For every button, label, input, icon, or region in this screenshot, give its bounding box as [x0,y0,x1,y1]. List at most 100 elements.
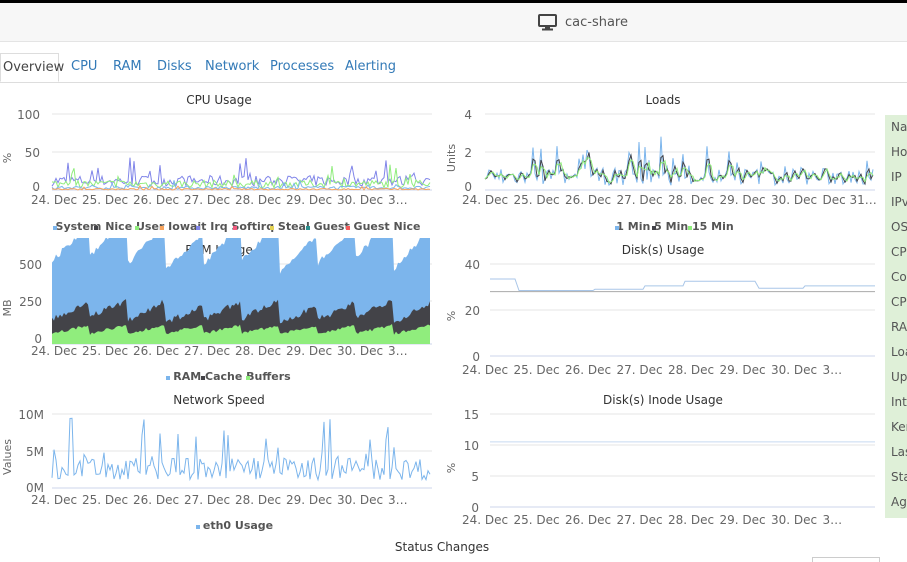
y-axis-label: MB [1,299,14,316]
chart-title: Network Speed [173,393,265,407]
y-tick: 0 [471,501,479,515]
tab-ram[interactable]: RAM [113,59,142,74]
legend-marker-8 [346,226,350,230]
chart-title: Disk(s) Inode Usage [603,393,723,407]
x-tick: 25. Dec [514,193,560,207]
series-15min-line [484,157,874,184]
y-axis-label: % [1,153,14,163]
tab-alerting[interactable]: Alerting [345,59,397,74]
series-system-line [51,179,431,190]
x-tick: 30. Dec [771,513,817,527]
info-row-label: Sta [891,470,907,484]
x-axis-ticks: 24. Dec 25. Dec 26. Dec 27. Dec 28. Dec 29. D… [31,344,408,358]
disk-usage-chart: Disk(s) Usage % 0 20 40 24. Dec 25. Dec 26… [445,243,875,377]
plot-area [484,136,874,187]
window-header: cac-share [0,3,907,42]
x-tick: 30. Dec [337,344,383,358]
status-changes-control[interactable] [812,557,880,562]
host-title: cac-share [538,11,628,33]
legend[interactable]: 1 Min 5 Min 15 Min [616,220,733,233]
plot-area [52,238,430,344]
y-tick: 2 [464,146,472,160]
x-tick: 27. Dec [184,493,230,507]
x-tick: 3… [388,193,408,207]
y-axis-label: % [445,463,458,473]
y-axis-label: Units [445,144,458,172]
y-tick: 0M [26,481,44,495]
cpu-usage-chart: CPU Usage % 0 50 100 24. Dec 25. Dec 26. D… [1,93,432,233]
tab-overview[interactable]: Overview [0,53,64,82]
y-tick: 10M [18,408,44,422]
chart-title: Loads [645,93,680,107]
legend-marker-0 [166,376,170,380]
legend[interactable]: RAM Cache Buffers [173,370,291,383]
x-axis-ticks: 24. Dec 25. Dec 26. Dec 27. Dec 28. Dec 29. D… [462,513,842,527]
x-tick: 30. Dec [771,193,817,207]
legend-marker-0 [196,525,200,529]
x-tick: 24. Dec [462,363,508,377]
x-tick: 3… [388,493,408,507]
x-tick: 24. Dec [462,513,508,527]
y-tick: 0 [472,350,480,364]
x-tick: 24. Dec [462,193,508,207]
x-tick: 30. Dec [771,363,817,377]
legend[interactable]: System Nice User Iowait Irq Softirq Stea… [56,220,421,233]
y-tick: 10 [464,439,479,453]
disk-inode-usage-chart: Disk(s) Inode Usage % 0 5 10 15 24. Dec 2… [445,393,875,527]
plot-area [51,157,431,191]
info-row-label: Loa [891,345,907,359]
monitor-icon [538,13,557,30]
series-5min-line [484,152,874,186]
x-axis-ticks: 24. Dec 25. Dec 26. Dec 27. Dec 28. Dec 29. D… [31,493,408,507]
x-tick: 26. Dec [133,193,179,207]
y-tick: 4 [464,108,472,122]
x-tick: 25. Dec [514,363,560,377]
x-tick: 29. Dec [720,193,766,207]
tab-bar: Overview CPU RAM Disks Network Processes… [0,42,907,83]
info-row-label: Ho [891,145,907,159]
info-row-label: Las [891,445,907,459]
y-tick: 250 [19,295,42,309]
x-tick: 28. Dec [668,363,714,377]
top-border [0,0,907,3]
info-row-label: CP [891,295,907,309]
legend[interactable]: eth0 Usage [203,519,273,532]
x-axis-ticks: 24. Dec 25. Dec 26. Dec 27. Dec 28. Dec 29. D… [462,363,842,377]
series-iowait-line [51,184,431,191]
tab-disks[interactable]: Disks [157,59,192,74]
x-tick: 26. Dec [565,363,611,377]
x-tick: 27. Dec [184,344,230,358]
x-tick: 25. Dec [514,513,560,527]
x-tick: 28. Dec [235,344,281,358]
info-row-label: Inte [891,395,907,409]
y-tick: 5 [471,470,479,484]
x-tick: 3… [388,344,408,358]
chart-title: CPU Usage [186,93,252,107]
legend-marker-0 [615,226,619,230]
legend-marker-3 [160,226,164,230]
tab-cpu[interactable]: CPU [71,59,98,74]
tab-network[interactable]: Network [205,59,260,74]
y-tick: 5M [26,445,44,459]
x-tick: Dec 31… [823,193,877,207]
plot-area [490,278,875,293]
x-axis-ticks: 24. Dec 25. Dec 26. Dec 27. Dec 28. Dec 29. D… [462,193,877,207]
legend-marker-1 [94,226,98,230]
legend-marker-2 [135,226,139,230]
x-tick: 24. Dec [31,344,77,358]
x-tick: 29. Dec [286,193,332,207]
tab-processes[interactable]: Processes [270,59,335,74]
x-tick: 28. Dec [235,193,281,207]
y-tick: 50 [25,146,40,160]
y-tick: 0 [34,332,42,346]
x-tick: 28. Dec [668,193,714,207]
y-tick: 500 [19,258,42,272]
legend-marker-1 [201,376,205,380]
info-row-label: RA [891,320,907,334]
info-row-label: CP [891,245,907,259]
info-row-label: OS [891,220,907,234]
info-row-label: Co [891,270,907,284]
legend-marker-4 [196,226,200,230]
system-info-panel: Na Ho IP IPv OS CP Co CP RA Loa Up Inte Ker Las Sta Ag [885,115,907,518]
x-tick: 26. Dec [133,344,179,358]
